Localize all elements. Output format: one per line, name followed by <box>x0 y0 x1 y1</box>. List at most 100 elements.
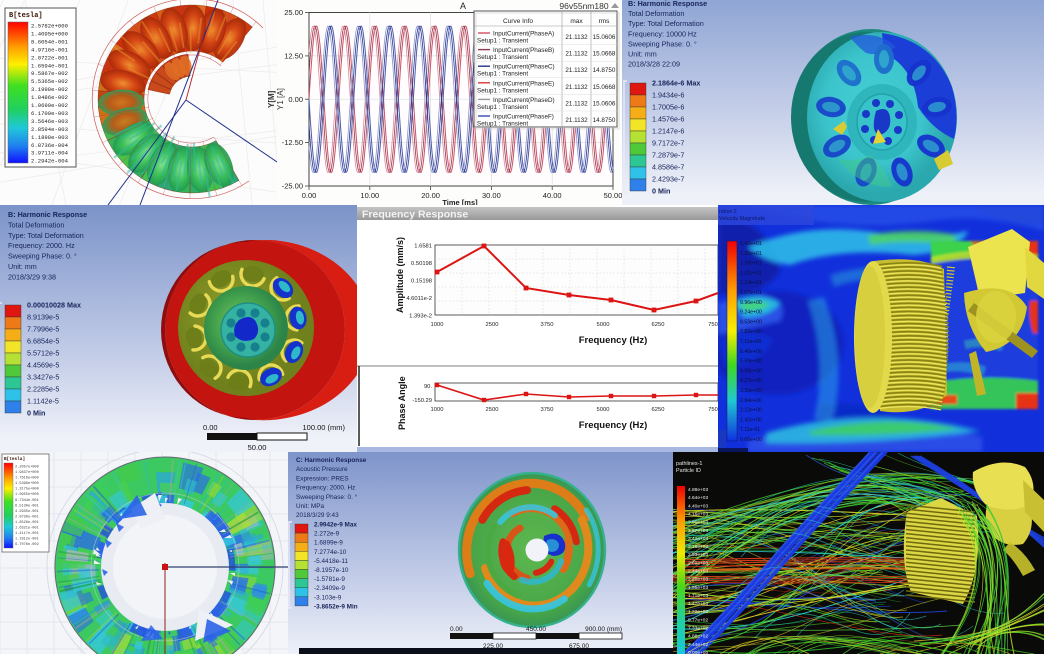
svg-text:7.11e+00: 7.11e+00 <box>740 339 762 345</box>
svg-text:2.4293e-7: 2.4293e-7 <box>652 175 684 184</box>
svg-text:4.6011e-2: 4.6011e-2 <box>406 296 432 302</box>
svg-text:6250: 6250 <box>652 407 665 413</box>
svg-text:4.9716e-001: 4.9716e-001 <box>31 46 69 53</box>
svg-text:2.0722e-001: 2.0722e-001 <box>31 54 69 61</box>
svg-text:1.47e+03: 1.47e+03 <box>688 601 708 607</box>
svg-text:-5.4418e-11: -5.4418e-11 <box>314 558 348 565</box>
svg-text:1.7005e-6: 1.7005e-6 <box>652 103 684 112</box>
svg-text:1.1142e-5: 1.1142e-5 <box>27 397 59 406</box>
svg-text:750: 750 <box>708 322 718 328</box>
svg-text:0 Min: 0 Min <box>27 409 45 418</box>
svg-text:6.5139e-001: 6.5139e-001 <box>15 504 39 508</box>
svg-text:1.1912e-001: 1.1912e-001 <box>15 538 39 542</box>
svg-text:3.5646e-003: 3.5646e-003 <box>31 118 68 125</box>
svg-text:7.82e+00: 7.82e+00 <box>740 329 762 335</box>
svg-text:-150.29: -150.29 <box>412 398 432 404</box>
svg-text:Type: Total Deformation: Type: Total Deformation <box>628 19 704 28</box>
svg-text:8.6054e-001: 8.6054e-001 <box>31 38 69 45</box>
svg-text:25.00: 25.00 <box>284 8 303 17</box>
svg-text:InputCurrent(PhaseB): InputCurrent(PhaseB) <box>493 47 554 54</box>
svg-text:21.1132: 21.1132 <box>565 67 588 74</box>
svg-text:InputCurrent(PhaseE): InputCurrent(PhaseE) <box>493 80 554 87</box>
svg-text:15.0668: 15.0668 <box>593 51 616 58</box>
svg-text:2.69e+03: 2.69e+03 <box>688 560 708 566</box>
svg-text:1.35e+01: 1.35e+01 <box>740 251 762 257</box>
svg-text:Total Deformation: Total Deformation <box>8 220 64 229</box>
svg-text:Y1 [A]: Y1 [A] <box>277 88 285 110</box>
svg-text:4.4569e-5: 4.4569e-5 <box>27 361 59 370</box>
svg-text:9.24e+00: 9.24e+00 <box>740 310 762 316</box>
svg-text:6.6854e-5: 6.6854e-5 <box>27 337 59 346</box>
svg-text:20.00: 20.00 <box>421 191 440 200</box>
svg-text:2.13e+00: 2.13e+00 <box>740 408 762 414</box>
svg-text:0.15198: 0.15198 <box>411 279 432 285</box>
svg-text:5.69e+00: 5.69e+00 <box>740 359 762 365</box>
svg-text:Unit: mm: Unit: mm <box>628 50 657 59</box>
svg-text:-2.3409e-9: -2.3409e-9 <box>314 585 345 592</box>
svg-text:1.4095e+000: 1.4095e+000 <box>31 31 69 38</box>
svg-text:4.88e+03: 4.88e+03 <box>688 487 708 493</box>
svg-text:2.2285e-5: 2.2285e-5 <box>27 385 59 394</box>
svg-text:21.1132: 21.1132 <box>565 117 588 124</box>
svg-text:750: 750 <box>708 407 718 413</box>
svg-text:1.6321e-001: 1.6321e-001 <box>15 527 39 531</box>
svg-text:Type: Total Deformation: Type: Total Deformation <box>8 231 84 240</box>
svg-text:1.4576e-6: 1.4576e-6 <box>652 115 684 124</box>
svg-text:Time [ms]: Time [ms] <box>442 198 478 205</box>
svg-text:2.44e+03: 2.44e+03 <box>688 569 708 575</box>
svg-text:4.16e+03: 4.16e+03 <box>688 512 708 518</box>
svg-text:Unit: mm: Unit: mm <box>8 262 37 271</box>
svg-text:90.: 90. <box>424 384 432 390</box>
svg-text:ndow 2: ndow 2 <box>719 209 737 215</box>
svg-text:-1.5781e-9: -1.5781e-9 <box>314 576 345 583</box>
svg-text:10.00: 10.00 <box>360 191 379 200</box>
svg-text:Expression: PRES: Expression: PRES <box>296 475 349 482</box>
svg-text:7.33e+02: 7.33e+02 <box>688 626 708 632</box>
svg-text:Frequency: 2000. Hz: Frequency: 2000. Hz <box>296 485 355 492</box>
svg-text:-25.00: -25.00 <box>282 182 303 191</box>
svg-text:30.00: 30.00 <box>482 191 501 200</box>
svg-text:0.00e+00: 0.00e+00 <box>740 437 762 443</box>
svg-text:1000: 1000 <box>431 407 444 413</box>
svg-text:4.40e+03: 4.40e+03 <box>688 503 708 509</box>
svg-text:Acoustic Pressure: Acoustic Pressure <box>296 466 348 473</box>
svg-text:A: A <box>460 1 466 11</box>
svg-text:675.00: 675.00 <box>569 643 589 650</box>
svg-text:-8.1957e-10: -8.1957e-10 <box>314 567 349 574</box>
svg-text:2.272e-9: 2.272e-9 <box>314 531 340 538</box>
svg-text:15.0606: 15.0606 <box>593 34 616 41</box>
svg-text:7.2879e-7: 7.2879e-7 <box>652 151 684 160</box>
svg-text:Sweeping Phase: 0. °: Sweeping Phase: 0. ° <box>628 39 697 48</box>
svg-text:3.9711e-004: 3.9711e-004 <box>31 150 69 157</box>
svg-text:max: max <box>570 18 583 25</box>
svg-text:C: Harmonic Response: C: Harmonic Response <box>296 457 367 464</box>
svg-text:9.7172e-7: 9.7172e-7 <box>652 139 684 148</box>
svg-text:-12.50: -12.50 <box>282 138 303 147</box>
svg-text:1.4117e-001: 1.4117e-001 <box>15 532 39 536</box>
svg-text:rms: rms <box>599 18 611 25</box>
svg-text:Y[M]: Y[M] <box>267 90 276 108</box>
svg-text:0.00: 0.00 <box>288 95 303 104</box>
svg-text:2.9942e-9 Max: 2.9942e-9 Max <box>314 522 357 529</box>
svg-text:21.1132: 21.1132 <box>565 34 588 41</box>
svg-text:Setup1 : Transient: Setup1 : Transient <box>477 121 528 128</box>
svg-text:12.50: 12.50 <box>284 51 303 60</box>
svg-text:Setup1 : Transient: Setup1 : Transient <box>477 104 528 111</box>
svg-text:Sweeping Phase: 0. °: Sweeping Phase: 0. ° <box>8 252 77 261</box>
svg-text:1.42e+00: 1.42e+00 <box>740 417 762 423</box>
svg-text:Amplitude (mm/s): Amplitude (mm/s) <box>395 237 405 313</box>
svg-text:2500: 2500 <box>486 407 499 413</box>
svg-text:1.21e+01: 1.21e+01 <box>740 270 762 276</box>
svg-text:9.5867e-002: 9.5867e-002 <box>31 70 68 77</box>
svg-text:5000: 5000 <box>597 407 610 413</box>
svg-text:1.6581: 1.6581 <box>414 244 432 250</box>
svg-text:1.393e-2: 1.393e-2 <box>409 314 432 320</box>
svg-text:3.3427e-5: 3.3427e-5 <box>27 373 59 382</box>
svg-text:2.2057e+000: 2.2057e+000 <box>15 466 39 470</box>
svg-text:7.11e-01: 7.11e-01 <box>740 427 760 433</box>
svg-text:2.84e+00: 2.84e+00 <box>740 398 762 404</box>
svg-text:1.0955e+000: 1.0955e+000 <box>15 493 39 497</box>
svg-text:-3.103e-9: -3.103e-9 <box>314 594 342 601</box>
svg-text:1.7616e+000: 1.7616e+000 <box>15 477 39 481</box>
svg-text:450.00: 450.00 <box>526 626 546 633</box>
